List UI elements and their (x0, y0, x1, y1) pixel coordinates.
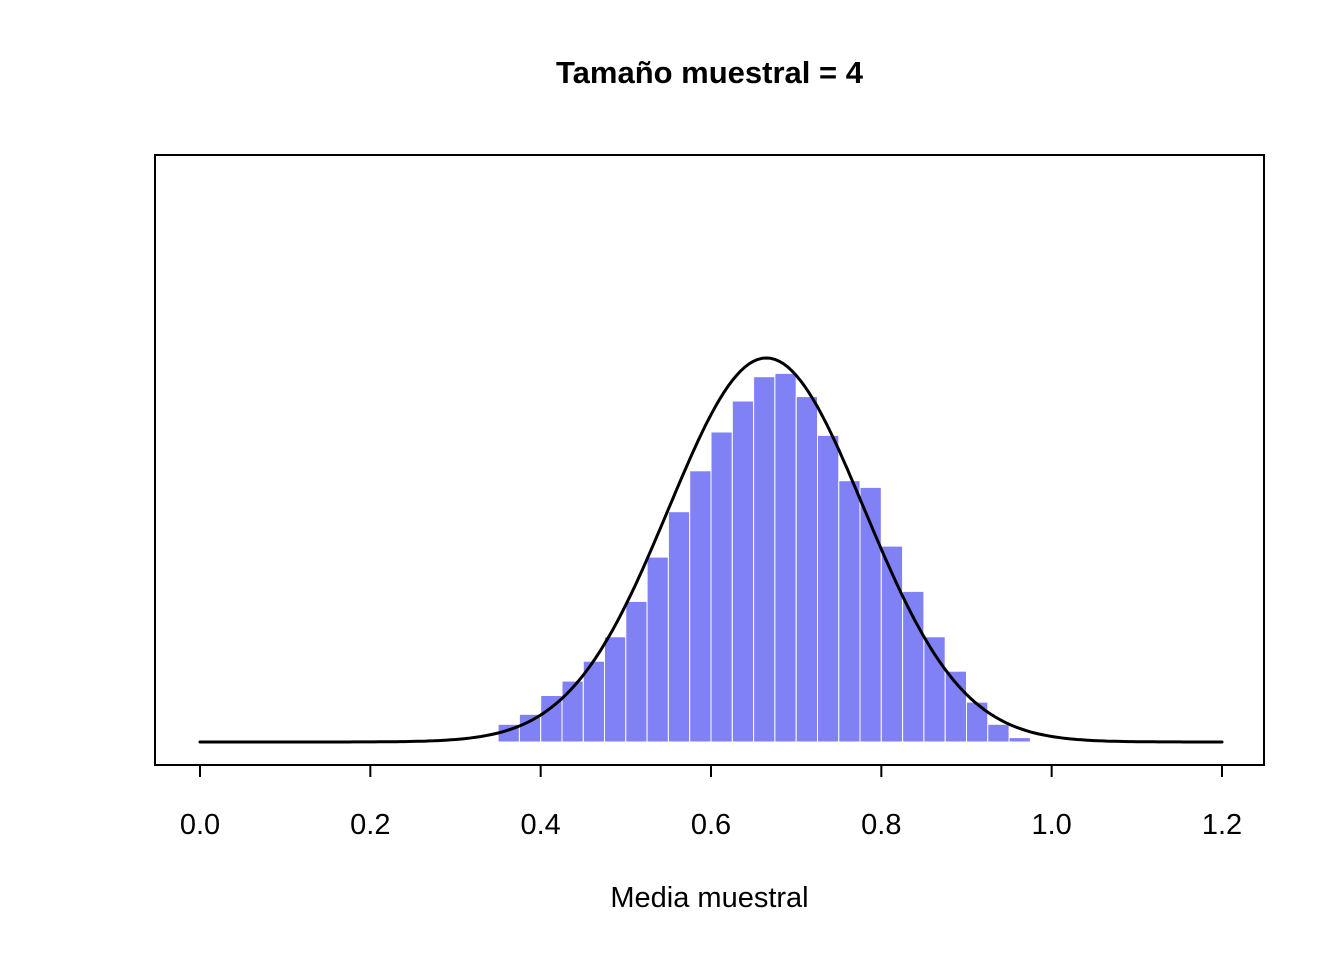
x-tick-label: 0.8 (861, 809, 901, 841)
chart-title: Tamaño muestral = 4 (556, 55, 863, 90)
x-tick-label: 0.0 (180, 809, 220, 841)
plot-box (154, 154, 1265, 766)
x-axis-label: Media muestral (610, 882, 809, 914)
histogram-bar (604, 636, 627, 743)
histogram-bar (1008, 737, 1031, 743)
density-curve (198, 356, 1224, 744)
histogram-bar (561, 680, 584, 743)
histogram-bar (902, 590, 925, 743)
histogram-bar (753, 376, 776, 743)
x-tick-label: 0.2 (350, 809, 390, 841)
histogram-bar (710, 431, 733, 743)
histogram-bar (689, 470, 712, 743)
histogram-bar (731, 400, 755, 743)
histogram-bar (838, 480, 861, 743)
histogram-bar (625, 600, 648, 743)
x-tick-label: 1.2 (1202, 809, 1242, 841)
histogram-bar (667, 511, 691, 743)
x-tick-label: 0.6 (691, 809, 731, 841)
x-tick-label: 0.4 (521, 809, 561, 841)
histogram-bar (646, 556, 669, 743)
x-tick-label: 1.0 (1032, 809, 1072, 841)
histogram-bar (966, 701, 989, 743)
histogram-bar (987, 723, 1010, 743)
histogram-bar (774, 372, 797, 743)
histogram-bar (817, 434, 840, 743)
histogram-bar (795, 396, 819, 743)
